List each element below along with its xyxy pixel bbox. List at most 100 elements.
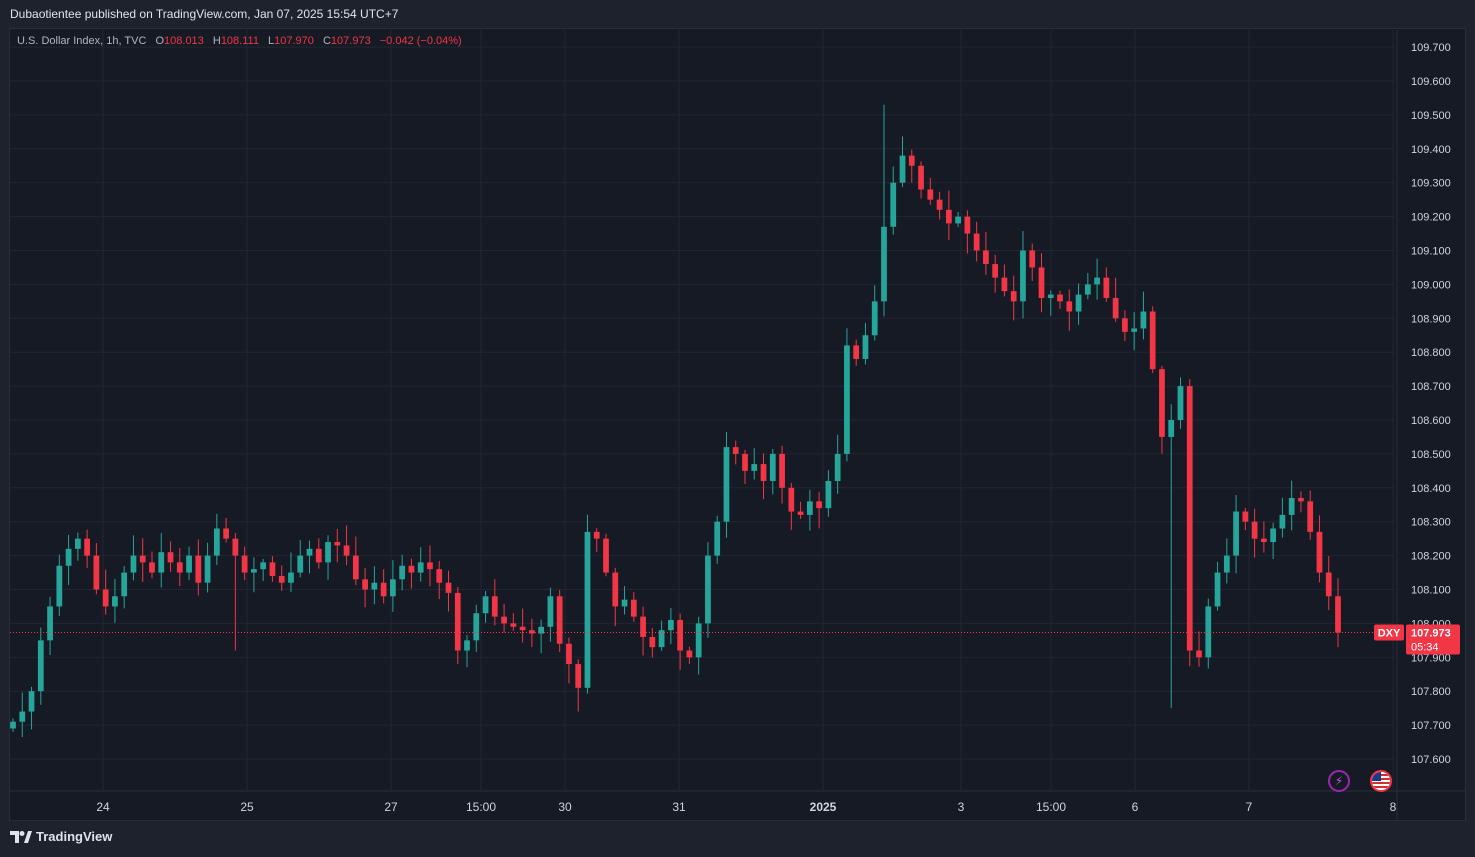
candle — [603, 533, 609, 577]
candle — [630, 592, 637, 622]
candle — [56, 554, 63, 616]
y-tick-label: 107.600 — [1411, 754, 1451, 766]
candle — [1103, 267, 1110, 302]
candle — [1325, 556, 1332, 611]
y-tick-label: 108.500 — [1411, 449, 1451, 461]
candle-body — [1242, 511, 1249, 522]
candle-body — [380, 582, 387, 597]
x-tick-label: 15:00 — [1036, 800, 1066, 814]
candle-body — [501, 616, 507, 624]
lightning-icon[interactable]: ⚡ — [1328, 770, 1350, 792]
candle — [1288, 480, 1295, 531]
footer-brand[interactable]: TradingView — [10, 829, 112, 844]
candle — [1084, 273, 1091, 300]
candle — [1214, 561, 1221, 611]
candle — [1131, 312, 1138, 351]
change-value: −0.042 (−0.04%) — [379, 35, 462, 47]
candle-body — [1177, 386, 1184, 420]
ticker-badge-bg — [1374, 624, 1404, 641]
candle — [983, 231, 989, 275]
candle — [667, 608, 674, 645]
symbol-name[interactable]: U.S. Dollar Index, 1h, TVC — [17, 35, 147, 47]
candle-body — [677, 620, 684, 651]
candle-body — [881, 226, 887, 302]
y-tick-label: 109.300 — [1411, 178, 1451, 190]
ticker-badge: DXY — [1374, 624, 1404, 641]
candle-body — [529, 630, 535, 634]
low-value: 107.970 — [274, 35, 314, 47]
y-tick-label: 108.300 — [1411, 517, 1451, 529]
candle-body — [844, 345, 850, 454]
candle — [908, 149, 915, 183]
candle — [204, 542, 211, 593]
candle-body — [1112, 297, 1119, 319]
candle — [945, 190, 952, 241]
y-tick-label: 108.800 — [1411, 347, 1451, 359]
candle — [1233, 495, 1239, 574]
candle-body — [556, 596, 563, 644]
candle — [65, 534, 72, 585]
candle-body — [964, 216, 971, 234]
candle-body — [56, 565, 63, 607]
candle-body — [417, 562, 424, 573]
y-tick-label: 109.100 — [1411, 246, 1451, 258]
candle — [705, 542, 711, 638]
candle-body — [1298, 497, 1304, 502]
candle — [816, 491, 822, 529]
candle — [121, 566, 128, 609]
candle — [881, 104, 887, 317]
candle-body — [1159, 369, 1165, 437]
candle-body — [788, 487, 795, 512]
candle-body — [427, 562, 433, 570]
candle — [927, 177, 934, 205]
candle-body — [1168, 420, 1175, 437]
candle — [714, 515, 721, 564]
y-tick-label: 107.800 — [1411, 686, 1451, 698]
candle — [677, 613, 684, 670]
candle — [343, 525, 350, 566]
candle-body — [445, 582, 452, 593]
candle-body — [1140, 311, 1147, 329]
close-label: C — [322, 35, 331, 47]
candle-body — [742, 453, 748, 471]
candle — [918, 161, 924, 199]
chart-panel[interactable] — [9, 28, 1466, 821]
x-tick-label: 7 — [1246, 800, 1253, 814]
candle-body — [1196, 650, 1202, 658]
high-label: H — [212, 35, 221, 47]
candle — [890, 166, 897, 235]
y-tick-label: 108.700 — [1411, 381, 1451, 393]
candle — [84, 529, 90, 568]
candle-body — [955, 216, 961, 224]
candle — [223, 517, 229, 543]
x-tick-label: 6 — [1132, 800, 1139, 814]
candle — [130, 535, 137, 581]
candle-body — [769, 453, 776, 482]
x-tick-label: 31 — [672, 800, 686, 814]
candle — [1122, 310, 1128, 342]
ohlc-legend: U.S. Dollar Index, 1h, TVC O108.013 H108… — [17, 35, 468, 47]
candle — [158, 533, 165, 588]
last-price-badge: 107.973 05:34 — [1406, 624, 1460, 655]
candle-body — [297, 555, 304, 573]
candle — [1279, 497, 1286, 538]
candle-body — [834, 453, 841, 482]
candle-body — [593, 531, 600, 539]
candle-body — [1057, 294, 1063, 302]
candle-body — [399, 565, 406, 580]
candle-body — [84, 538, 90, 556]
candle — [1159, 365, 1165, 454]
y-tick-label: 109.000 — [1411, 279, 1451, 291]
candle — [806, 489, 813, 531]
y-tick-label: 107.700 — [1411, 720, 1451, 732]
candle-body — [936, 199, 943, 210]
candle-body — [371, 582, 378, 590]
us-flag-icon[interactable] — [1370, 770, 1392, 792]
candle — [1186, 379, 1193, 667]
publisher-line: Dubaotientee published on TradingView.co… — [10, 7, 399, 21]
candle — [260, 558, 267, 581]
candle-body — [1149, 311, 1156, 370]
candle — [658, 620, 665, 651]
candle-body — [130, 555, 137, 573]
